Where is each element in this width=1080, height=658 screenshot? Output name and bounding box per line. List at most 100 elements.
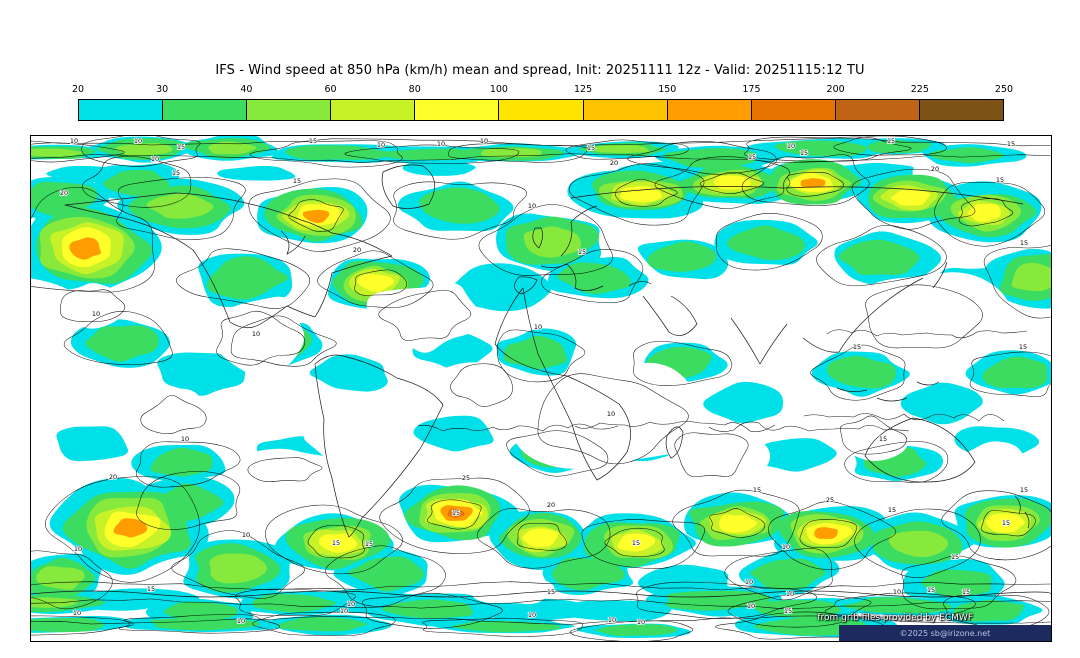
colorbar-tick-label: 40 xyxy=(240,84,253,95)
svg-text:15: 15 xyxy=(753,486,761,494)
colorbar-tick-label: 175 xyxy=(742,84,761,95)
svg-text:10: 10 xyxy=(745,578,753,586)
svg-text:15: 15 xyxy=(853,343,861,351)
svg-text:15: 15 xyxy=(951,553,959,561)
svg-text:10: 10 xyxy=(608,616,616,624)
coastlines xyxy=(31,164,1051,598)
svg-text:15: 15 xyxy=(177,143,185,151)
svg-text:15: 15 xyxy=(784,607,792,615)
svg-text:15: 15 xyxy=(1020,239,1028,247)
map-frame: 20 15 15 20 10 20 15 15 20 15 15 15 10 10 10 15 15 10 15 20… xyxy=(30,135,1052,642)
svg-text:10: 10 xyxy=(73,609,81,617)
svg-text:10: 10 xyxy=(893,588,901,596)
copyright-text: ©2025 sb@irizone.net xyxy=(899,628,991,638)
svg-text:10: 10 xyxy=(134,137,142,145)
svg-text:15: 15 xyxy=(1007,140,1015,148)
svg-text:15: 15 xyxy=(748,153,756,161)
svg-text:10: 10 xyxy=(607,410,615,418)
svg-text:25: 25 xyxy=(826,496,834,504)
colorbar-tick-label: 125 xyxy=(574,84,593,95)
colorbar xyxy=(78,99,1004,121)
svg-text:10: 10 xyxy=(74,545,82,553)
svg-text:15: 15 xyxy=(927,586,935,594)
colorbar-tick-label: 250 xyxy=(994,84,1014,95)
colorbar-segment xyxy=(583,100,668,120)
svg-text:10: 10 xyxy=(637,618,645,626)
svg-text:15: 15 xyxy=(888,506,896,514)
svg-text:15: 15 xyxy=(452,509,460,517)
footer-bar: ©2025 sb@irizone.net xyxy=(839,625,1051,641)
svg-text:15: 15 xyxy=(172,169,180,177)
svg-text:20: 20 xyxy=(109,473,117,481)
colorbar-tick-label: 20 xyxy=(71,84,85,95)
colorbar-segment xyxy=(415,100,500,120)
wind-speed-field: 20 15 15 20 10 20 15 15 20 15 15 15 10 10 10 15 15 10 15 20… xyxy=(31,136,1051,641)
svg-text:20: 20 xyxy=(610,159,618,167)
svg-text:10: 10 xyxy=(70,137,78,145)
svg-text:10: 10 xyxy=(786,590,794,598)
svg-text:10: 10 xyxy=(787,142,795,150)
svg-text:15: 15 xyxy=(996,176,1004,184)
svg-text:15: 15 xyxy=(309,137,317,145)
colorbar-ticks: 20 30 40 60 80 100 125 150 175 200 225 250 xyxy=(72,84,1013,96)
svg-text:10: 10 xyxy=(528,611,536,619)
svg-text:15: 15 xyxy=(632,539,640,547)
svg-text:10: 10 xyxy=(252,330,260,338)
colorbar-segment xyxy=(499,100,584,120)
colorbar-segment xyxy=(751,100,836,120)
svg-text:20: 20 xyxy=(353,246,361,254)
colorbar-tick-label: 30 xyxy=(156,84,169,95)
svg-text:15: 15 xyxy=(887,137,895,145)
colorbar-tick-label: 225 xyxy=(910,84,929,95)
svg-text:10: 10 xyxy=(92,310,100,318)
svg-text:10: 10 xyxy=(747,602,755,610)
attribution-ecmwf: from grib files provided by ECMWF xyxy=(817,613,973,623)
svg-text:15: 15 xyxy=(1020,486,1028,494)
svg-text:10: 10 xyxy=(237,617,245,625)
colorbar-segment xyxy=(79,100,164,120)
svg-text:10: 10 xyxy=(437,140,445,148)
svg-text:10: 10 xyxy=(528,202,536,210)
svg-text:10: 10 xyxy=(377,141,385,149)
colorbar-tick-label: 80 xyxy=(408,84,421,95)
svg-text:10: 10 xyxy=(480,137,488,145)
svg-text:10: 10 xyxy=(242,531,250,539)
svg-text:10: 10 xyxy=(340,607,348,615)
colorbar-segment xyxy=(331,100,416,120)
svg-text:10: 10 xyxy=(347,600,355,608)
svg-text:10: 10 xyxy=(181,435,189,443)
colorbar-tick-label: 200 xyxy=(826,84,845,95)
spread-contours xyxy=(31,136,1051,641)
svg-text:15: 15 xyxy=(1002,519,1010,527)
svg-text:15: 15 xyxy=(332,539,340,547)
colorbar-segment xyxy=(919,100,1004,120)
colorbar-segment xyxy=(667,100,752,120)
svg-text:15: 15 xyxy=(879,435,887,443)
svg-text:15: 15 xyxy=(962,588,970,596)
svg-text:25: 25 xyxy=(462,474,470,482)
svg-text:15: 15 xyxy=(1019,343,1027,351)
page-title: IFS - Wind speed at 850 hPa (km/h) mean … xyxy=(215,63,865,78)
svg-text:20: 20 xyxy=(547,501,555,509)
svg-text:15: 15 xyxy=(293,177,301,185)
svg-text:15: 15 xyxy=(147,585,155,593)
colorbar-segment xyxy=(835,100,920,120)
svg-text:15: 15 xyxy=(800,149,808,157)
svg-text:15: 15 xyxy=(365,540,373,548)
colorbar-segment xyxy=(163,100,248,120)
svg-text:20: 20 xyxy=(60,189,68,197)
svg-text:20: 20 xyxy=(931,165,939,173)
svg-text:15: 15 xyxy=(587,144,595,152)
colorbar-tick-label: 150 xyxy=(658,84,677,95)
svg-text:10: 10 xyxy=(534,323,542,331)
svg-text:10: 10 xyxy=(782,543,790,551)
svg-text:15: 15 xyxy=(547,588,555,596)
colorbar-tick-label: 100 xyxy=(489,84,508,95)
svg-text:10: 10 xyxy=(151,155,159,163)
world-map-svg: 20 15 15 20 10 20 15 15 20 15 15 15 10 10 10 15 15 10 15 20… xyxy=(31,136,1051,641)
colorbar-tick-label: 60 xyxy=(324,84,337,95)
spread-contour-labels: 20 15 15 20 10 20 15 15 20 15 15 15 10 10 10 15 15 10 15 20… xyxy=(59,136,1029,627)
colorbar-segment xyxy=(247,100,332,120)
svg-text:15: 15 xyxy=(578,248,586,256)
